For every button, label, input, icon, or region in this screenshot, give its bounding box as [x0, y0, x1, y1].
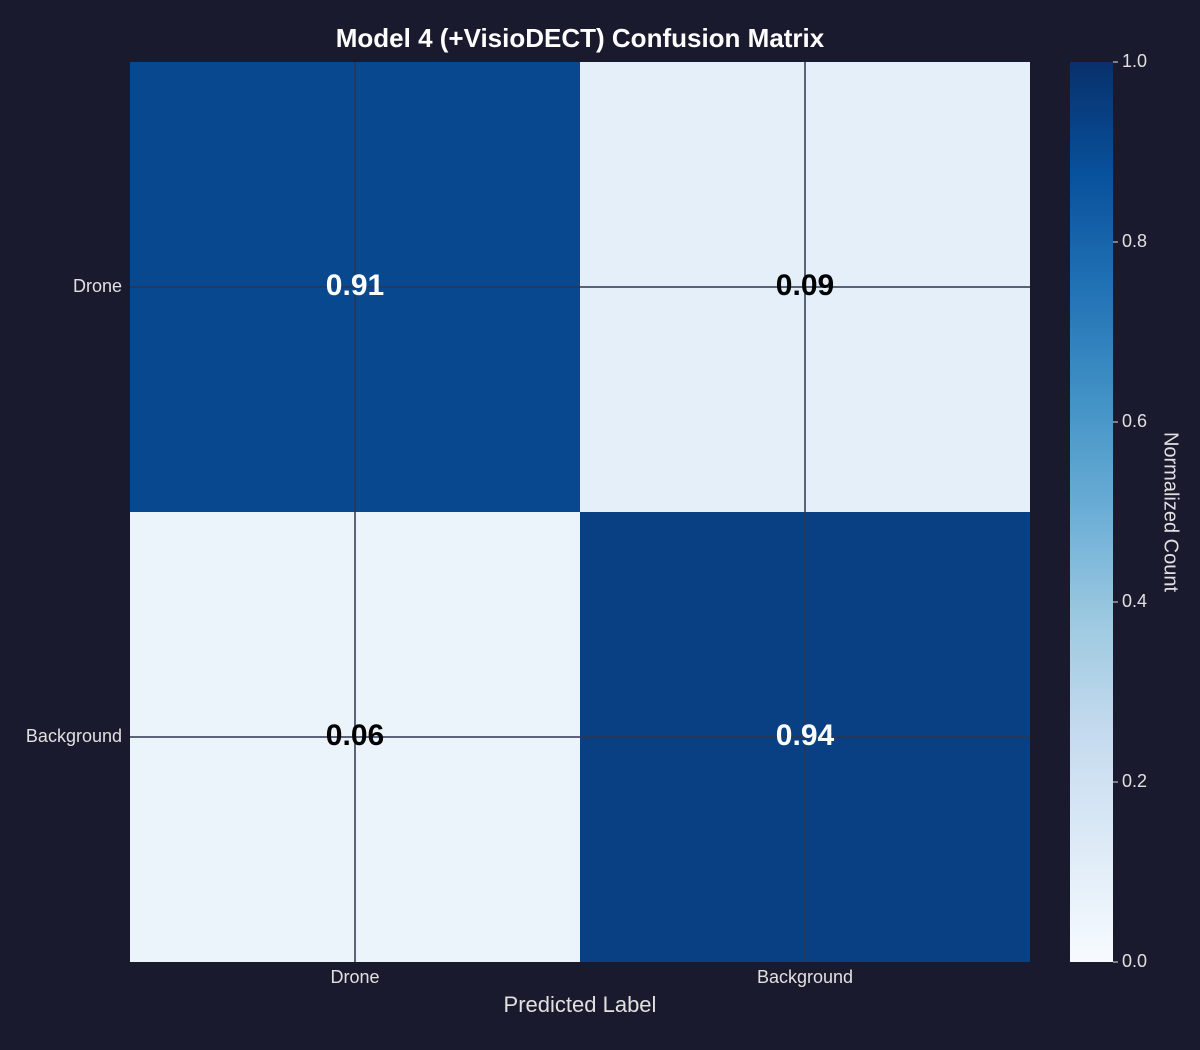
chart-title: Model 4 (+VisioDECT) Confusion Matrix	[336, 23, 825, 53]
y-tick-label: Drone	[73, 276, 122, 296]
colorbar-tick-label: 0.6	[1122, 411, 1147, 431]
value-label: 0.09	[776, 269, 834, 302]
colorbar-tick-label: 0.2	[1122, 771, 1147, 791]
colorbar-tick-label: 0.0	[1122, 951, 1147, 971]
colorbar-label: Normalized Count	[1160, 432, 1182, 593]
colorbar-tick-label: 0.8	[1122, 231, 1147, 251]
value-label: 0.94	[776, 719, 835, 752]
x-tick-label: Drone	[330, 967, 379, 987]
x-tick-label: Background	[757, 967, 853, 987]
value-label: 0.91	[326, 269, 384, 302]
y-tick-label: Background	[26, 726, 122, 746]
x-axis-label: Predicted Label	[504, 992, 657, 1017]
value-label: 0.06	[326, 719, 384, 752]
colorbar-tick-label: 1.0	[1122, 51, 1147, 71]
colorbar	[1070, 62, 1113, 962]
colorbar-tick-label: 0.4	[1122, 591, 1147, 611]
